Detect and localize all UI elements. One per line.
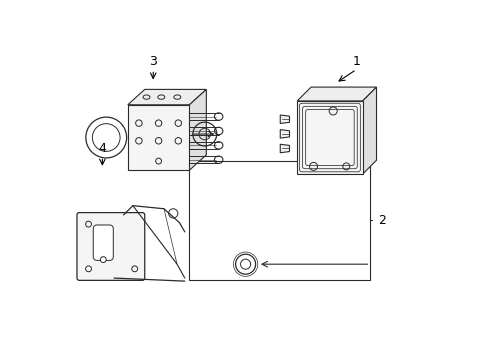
Text: 1: 1 xyxy=(352,55,360,68)
Polygon shape xyxy=(280,115,289,123)
Text: 3: 3 xyxy=(149,55,157,68)
FancyBboxPatch shape xyxy=(77,213,144,280)
Circle shape xyxy=(100,257,106,262)
Polygon shape xyxy=(280,144,289,153)
FancyBboxPatch shape xyxy=(93,225,113,260)
Polygon shape xyxy=(297,87,376,101)
Polygon shape xyxy=(280,130,289,138)
Text: 4: 4 xyxy=(98,142,106,155)
Polygon shape xyxy=(362,87,376,174)
Polygon shape xyxy=(297,101,362,174)
Bar xyxy=(189,161,369,280)
Polygon shape xyxy=(127,89,206,105)
Polygon shape xyxy=(189,89,206,170)
Polygon shape xyxy=(127,105,189,170)
Text: 2: 2 xyxy=(377,214,385,227)
